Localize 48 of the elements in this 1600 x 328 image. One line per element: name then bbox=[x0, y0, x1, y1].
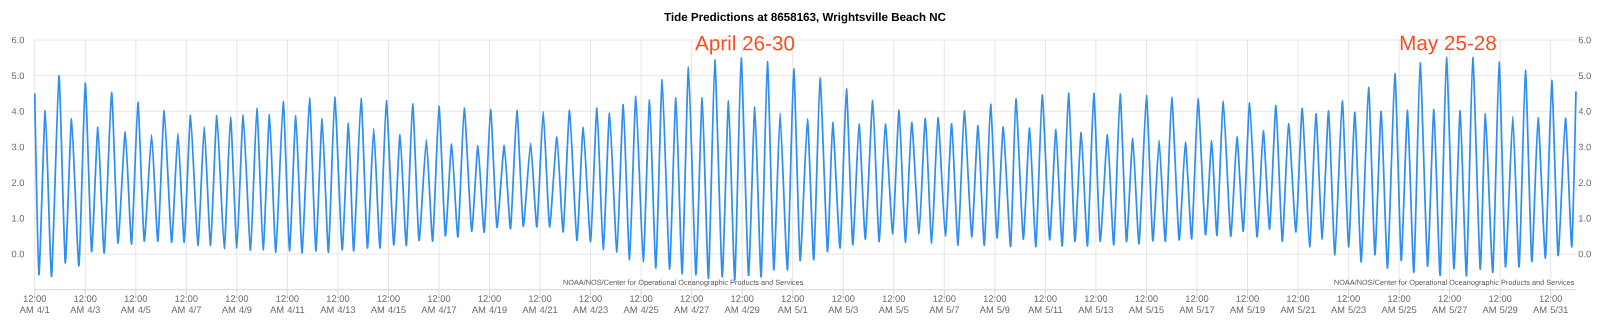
x-tick-label: 12:00 AM 4/13 bbox=[320, 295, 356, 314]
y2-tick-label: 4.0 bbox=[1578, 108, 1591, 115]
x-tick-label: 12:00 AM 4/15 bbox=[370, 295, 406, 314]
x-tick-label: 12:00 AM 4/5 bbox=[120, 295, 151, 314]
annotation: May 25-28 bbox=[1400, 35, 1496, 55]
y2-tick-label: 0.0 bbox=[1578, 250, 1591, 258]
x-tick-label: 12:00 AM 4/1 bbox=[19, 295, 50, 314]
x-tick-label: 12:00 AM 5/23 bbox=[1330, 295, 1366, 314]
x-tick-label: 12:00 AM 5/3 bbox=[828, 295, 858, 314]
x-tick-label: 12:00 AM 5/1 bbox=[777, 295, 808, 314]
x-tick-label: 12:00 AM 5/17 bbox=[1179, 295, 1215, 314]
x-tick-label: 12:00 AM 4/3 bbox=[70, 295, 100, 314]
y-tick-label: 3.0 bbox=[11, 143, 25, 151]
y2-tick-label: 6.0 bbox=[1578, 36, 1591, 44]
x-tick-label: 12:00 AM 5/9 bbox=[979, 295, 1010, 314]
y-tick-label: 4.0 bbox=[11, 108, 25, 115]
x-tick-label: 12:00 AM 5/27 bbox=[1432, 295, 1467, 314]
y-tick-label: 5.0 bbox=[11, 72, 25, 79]
x-tick-label: 12:00 AM 5/25 bbox=[1381, 295, 1417, 314]
x-tick-label: 12:00 AM 5/7 bbox=[929, 295, 959, 314]
x-tick-label: 12:00 AM 5/5 bbox=[878, 295, 909, 314]
x-tick-label: 12:00 AM 4/7 bbox=[171, 295, 201, 314]
x-tick-label: 12:00 AM 4/23 bbox=[572, 295, 608, 314]
x-tick-label: 12:00 AM 4/29 bbox=[724, 295, 760, 314]
y2-tick-label: 5.0 bbox=[1578, 72, 1591, 79]
x-tick-label: 12:00 AM 5/31 bbox=[1533, 295, 1568, 314]
x-tick-label: 12:00 AM 5/13 bbox=[1078, 295, 1114, 314]
annotation: April 26-30 bbox=[695, 35, 795, 55]
y2-tick-label: 3.0 bbox=[1578, 143, 1591, 151]
x-tick-label: 12:00 AM 4/9 bbox=[221, 295, 252, 314]
y-tick-label: 1.0 bbox=[12, 215, 25, 222]
x-tick-label: 12:00 AM 4/11 bbox=[270, 295, 305, 314]
x-tick-label: 12:00 AM 4/17 bbox=[421, 295, 457, 314]
y2-tick-label: 1.0 bbox=[1578, 215, 1591, 222]
y-tick-label: 0.0 bbox=[11, 250, 25, 258]
chart-title: Tide Predictions at 8658163, Wrightsville Beach NC bbox=[664, 12, 946, 24]
x-tick-label: 12:00 AM 5/21 bbox=[1280, 295, 1316, 314]
x-tick-label: 12:00 AM 5/29 bbox=[1482, 295, 1518, 314]
x-tick-label: 12:00 AM 5/19 bbox=[1229, 295, 1265, 314]
y-tick-label: 6.0 bbox=[11, 36, 25, 44]
y2-tick-label: 2.0 bbox=[1578, 179, 1591, 186]
x-tick-label: 12:00 AM 5/11 bbox=[1028, 295, 1063, 314]
x-tick-label: 12:00 AM 5/15 bbox=[1128, 295, 1164, 314]
y-tick-label: 2.0 bbox=[11, 179, 25, 186]
x-tick-label: 12:00 AM 4/27 bbox=[674, 295, 709, 314]
x-tick-label: 12:00 AM 4/25 bbox=[623, 295, 659, 314]
x-tick-label: 12:00 AM 4/19 bbox=[471, 295, 507, 314]
x-tick-label: 12:00 AM 4/21 bbox=[522, 295, 558, 314]
